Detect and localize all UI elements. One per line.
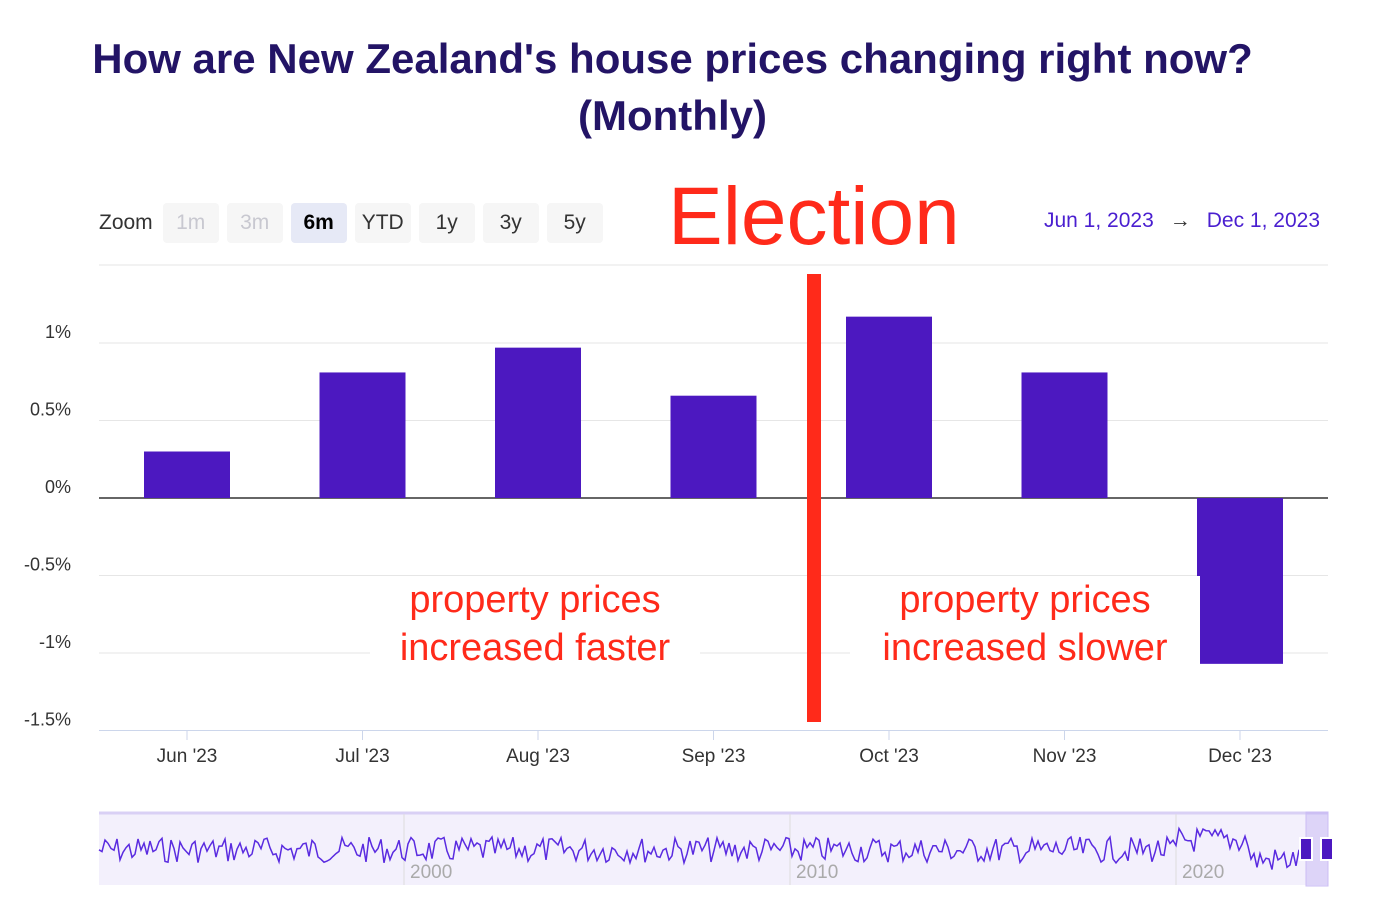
navigator-handle-left[interactable] <box>1299 837 1313 861</box>
bar-oct23 <box>846 316 932 498</box>
range-to[interactable]: Dec 1, 2023 <box>1206 209 1320 232</box>
election-annotation: Election <box>668 170 990 264</box>
y-tick-label: -0.5% <box>24 555 71 575</box>
chart-title: How are New Zealand's house prices chang… <box>92 35 1253 139</box>
bar-aug23 <box>495 347 581 498</box>
zoom-button-3m: 3m <box>226 203 283 243</box>
zoom-button-1y[interactable]: 1y <box>418 203 475 243</box>
y-tick-label: 1% <box>45 322 71 342</box>
y-tick-label: -1% <box>39 632 71 652</box>
x-tick-label: Nov '23 <box>1033 746 1097 767</box>
zoom-button-3y[interactable]: 3y <box>482 203 539 243</box>
x-tick-label: Aug '23 <box>506 746 570 767</box>
arrow-right-icon: → <box>1169 209 1191 232</box>
navigator-background <box>99 812 1328 885</box>
zoom-button-1m: 1m <box>162 203 219 243</box>
zoom-label: Zoom <box>99 211 153 234</box>
range-from[interactable]: Jun 1, 2023 <box>1043 209 1154 232</box>
bar-jul23 <box>319 372 406 498</box>
zoom-button-5y[interactable]: 5y <box>546 203 603 243</box>
bar-jun23 <box>144 451 230 498</box>
y-tick-label: 0.5% <box>30 400 71 420</box>
navigator-handle-right[interactable] <box>1320 837 1334 861</box>
zoom-button-6m[interactable]: 6m <box>290 203 347 243</box>
date-range: Jun 1, 2023 → Dec 1, 2023 <box>1044 209 1320 233</box>
bar-nov23 <box>1021 372 1108 498</box>
zoom-selector: Zoom 1m 3m 6m YTD 1y 3y 5y <box>99 203 603 243</box>
x-tick-label: Sep '23 <box>682 746 746 767</box>
election-marker-line <box>807 274 821 722</box>
navigator-series-line <box>98 826 1300 870</box>
x-tick-label: Oct '23 <box>859 746 919 767</box>
x-tick-label: Jul '23 <box>335 746 389 767</box>
annotation-faster: property prices increased faster <box>370 576 700 672</box>
navigator-year-label: 2000 <box>410 862 452 883</box>
y-tick-label: 0% <box>45 477 71 497</box>
zoom-button-ytd[interactable]: YTD <box>354 203 411 243</box>
navigator-year-label: 2010 <box>796 862 838 883</box>
navigator-year-label: 2020 <box>1182 862 1224 883</box>
bar-sep23 <box>670 395 757 498</box>
annotation-slower: property prices increased slower <box>850 576 1200 672</box>
x-tick-label: Dec '23 <box>1208 746 1272 767</box>
x-tick-label: Jun '23 <box>157 746 218 767</box>
y-tick-label: -1.5% <box>24 710 71 730</box>
bar-dec23 <box>1197 498 1283 664</box>
